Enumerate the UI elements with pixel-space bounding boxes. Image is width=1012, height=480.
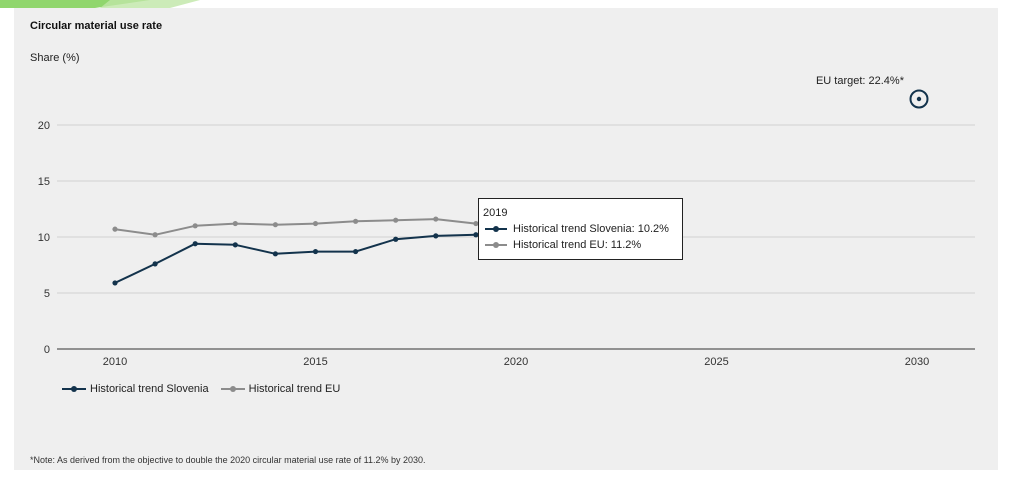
tooltip-year: 2019 (483, 205, 682, 221)
x-tick-label-2015: 2015 (303, 356, 327, 368)
y-tick-label-10: 10 (38, 232, 50, 244)
data-point-slovenia-2015 (312, 248, 319, 255)
chart-title: Circular material use rate (30, 20, 163, 32)
y-tick-label-5: 5 (44, 288, 50, 300)
chart-legend: Historical trend Slovenia Historical tre… (62, 383, 352, 395)
tooltip-row-slovenia: Historical trend Slovenia: 10.2% (483, 221, 682, 237)
legend-eu-label: Historical trend EU (248, 383, 341, 395)
legend-item-slovenia[interactable]: Historical trend Slovenia (62, 383, 209, 395)
data-point-eu-2016 (353, 218, 359, 224)
data-point-slovenia-2018 (433, 233, 439, 239)
tooltip-row-eu: Historical trend EU: 11.2% (483, 237, 682, 253)
data-point-eu-2014 (272, 222, 278, 228)
x-tick-label-2025: 2025 (704, 356, 728, 368)
data-point-slovenia-2010 (112, 280, 118, 286)
data-point-eu-2010 (112, 226, 118, 232)
series-line-eu (114, 218, 477, 236)
x-tick-label-2030: 2030 (905, 356, 929, 368)
tooltip-eu-swatch (483, 240, 509, 250)
tooltip-slovenia-swatch (483, 224, 509, 234)
y-axis-label: Share (%) (30, 52, 80, 64)
tooltip-year-label: 2019 (483, 207, 508, 219)
decorative-banner-strip (0, 0, 200, 8)
data-point-slovenia-2014 (272, 251, 278, 257)
legend-slovenia-swatch (62, 384, 86, 394)
tooltip-slovenia-value: Historical trend Slovenia: 10.2% (513, 223, 669, 235)
y-tick-label-0: 0 (44, 344, 50, 356)
data-point-eu-2011 (152, 232, 158, 238)
data-point-slovenia-2011 (152, 261, 158, 267)
data-point-eu-2017 (393, 217, 399, 223)
data-point-eu-2018 (433, 216, 439, 222)
legend-slovenia-label: Historical trend Slovenia (90, 383, 209, 395)
legend-item-eu[interactable]: Historical trend EU (220, 383, 341, 395)
legend-eu-swatch (220, 384, 245, 394)
data-point-slovenia-2019 (473, 232, 479, 238)
target-marker-dot (916, 96, 922, 102)
data-point-eu-2012 (192, 223, 198, 229)
data-point-slovenia-2012 (192, 241, 198, 247)
y-tick-label-20: 20 (38, 120, 50, 132)
tooltip-eu-value: Historical trend EU: 11.2% (513, 239, 642, 251)
data-point-slovenia-2013 (232, 242, 238, 248)
series-line-slovenia (114, 233, 476, 284)
x-tick-label-2010: 2010 (103, 356, 127, 368)
chart-footnote: *Note: As derived from the objective to … (30, 455, 426, 465)
target-label: EU target: 22.4%* (816, 75, 905, 87)
chart-tooltip: 2019 Historical trend Slovenia: 10.2% Hi… (478, 198, 683, 260)
data-point-slovenia-2016 (353, 248, 359, 255)
data-point-eu-2015 (312, 220, 319, 227)
data-point-eu-2013 (232, 220, 238, 227)
data-point-slovenia-2017 (393, 236, 399, 242)
target-marker-ring (909, 89, 929, 109)
y-tick-label-15: 15 (38, 176, 50, 188)
x-tick-label-2020: 2020 (504, 356, 528, 368)
data-point-eu-2019 (473, 220, 479, 227)
